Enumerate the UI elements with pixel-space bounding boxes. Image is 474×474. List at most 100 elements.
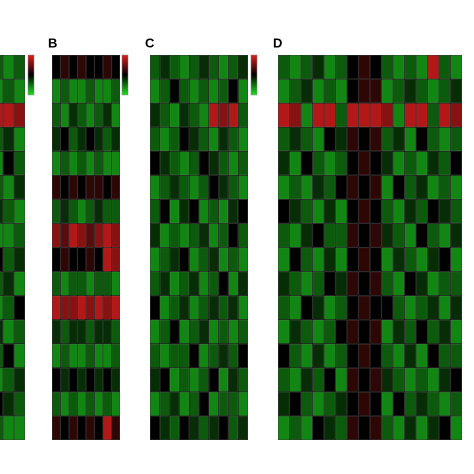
heatmap-cell: [69, 295, 78, 320]
heatmap-cell: [86, 247, 95, 272]
heatmap-cell: [238, 79, 248, 103]
heatmap-cell: [94, 295, 103, 320]
heatmap-cell: [228, 175, 238, 200]
heatmap-cell: [209, 103, 219, 127]
heatmap-cell: [289, 368, 301, 392]
heatmap-cell: [14, 416, 25, 440]
heatmap-cell: [218, 319, 229, 344]
heatmap-cell: [393, 223, 405, 248]
heatmap-cell: [370, 55, 382, 79]
heatmap-cell: [358, 319, 370, 344]
heatmap-cell: [312, 319, 324, 344]
heatmap-cell: [218, 199, 229, 224]
heatmap-cell: [218, 175, 229, 200]
heatmap-cell: [439, 319, 451, 344]
heatmap-cell: [370, 392, 382, 416]
heatmap-cell: [103, 416, 112, 440]
heatmap-cell: [60, 343, 69, 368]
heatmap-cell: [381, 79, 393, 103]
heatmap-cell: [381, 103, 393, 127]
heatmap-cell: [52, 416, 61, 440]
heatmap-cell: [160, 223, 170, 248]
heatmap-cell: [404, 343, 416, 368]
heatmap-cell: [103, 79, 112, 103]
heatmap-cell: [160, 368, 170, 392]
heatmap-cell: [218, 343, 229, 368]
heatmap-cell: [14, 127, 25, 152]
heatmap-cell: [69, 392, 78, 416]
heatmap-cell: [278, 343, 290, 368]
heatmap-cell: [169, 151, 180, 176]
heatmap-cell: [77, 103, 86, 127]
heatmap-cell: [169, 392, 180, 416]
heatmap-cell: [416, 103, 428, 127]
heatmap-cell: [111, 368, 120, 392]
heatmap-cell: [358, 79, 370, 103]
heatmap-cell: [289, 223, 301, 248]
heatmap-cell: [69, 175, 78, 200]
heatmap-cell: [347, 151, 359, 176]
heatmap-cell: [238, 55, 248, 79]
heatmap-cell: [381, 392, 393, 416]
heatmap-cell: [312, 368, 324, 392]
heatmap-cell: [0, 368, 3, 392]
heatmap-cell: [370, 79, 382, 103]
heatmap-cell: [312, 247, 324, 272]
heatmap-cell: [347, 343, 359, 368]
heatmap-cell: [335, 175, 347, 200]
heatmap-cell: [199, 247, 209, 272]
heatmap-cell: [335, 199, 347, 224]
heatmap-cell: [111, 199, 120, 224]
heatmap-cell: [324, 271, 336, 296]
heatmap-cell: [324, 343, 336, 368]
heatmap-cell: [69, 127, 78, 152]
heatmap-cell: [69, 223, 78, 248]
heatmap-cell: [60, 319, 69, 344]
heatmap-cell: [0, 247, 3, 272]
heatmap-cell: [0, 103, 3, 127]
heatmap-cell: [218, 151, 229, 176]
heatmap-cell: [160, 295, 170, 320]
heatmap-cell: [238, 416, 248, 440]
heatmap-cell: [218, 79, 229, 103]
colorbar: [250, 54, 258, 96]
heatmap-cell: [393, 127, 405, 152]
heatmap-cell: [324, 223, 336, 248]
heatmap-cell: [189, 199, 199, 224]
heatmap-cell: [0, 199, 3, 224]
heatmap-cell: [189, 55, 199, 79]
heatmap-cell: [189, 223, 199, 248]
heatmap-cell: [370, 295, 382, 320]
heatmap-cell: [14, 392, 25, 416]
heatmap-cell: [14, 295, 25, 320]
heatmap-cell: [335, 247, 347, 272]
heatmap-cell: [370, 103, 382, 127]
heatmap-cell: [94, 79, 103, 103]
heatmap-cell: [3, 295, 14, 320]
heatmap-cell: [111, 271, 120, 296]
heatmap-cell: [86, 55, 95, 79]
heatmap-cell: [324, 416, 336, 440]
heatmap-cell: [404, 295, 416, 320]
heatmap-cell: [169, 319, 180, 344]
heatmap-cell: [179, 319, 189, 344]
heatmap-cell: [209, 247, 219, 272]
heatmap-cell: [52, 343, 61, 368]
heatmap-cell: [450, 368, 462, 392]
heatmap-cell: [69, 319, 78, 344]
heatmap-cell: [404, 271, 416, 296]
heatmap-cell: [370, 151, 382, 176]
heatmap-cell: [427, 416, 439, 440]
heatmap-cell: [312, 79, 324, 103]
heatmap-cell: [228, 392, 238, 416]
heatmap-cell: [289, 295, 301, 320]
heatmap-cell: [86, 79, 95, 103]
heatmap-cell: [199, 175, 209, 200]
heatmap-cell: [301, 55, 313, 79]
heatmap-cell: [111, 175, 120, 200]
heatmap-cell: [301, 127, 313, 152]
heatmap-cell: [199, 416, 209, 440]
heatmap-cell: [416, 368, 428, 392]
heatmap-cell: [450, 103, 462, 127]
heatmap-cell: [404, 319, 416, 344]
